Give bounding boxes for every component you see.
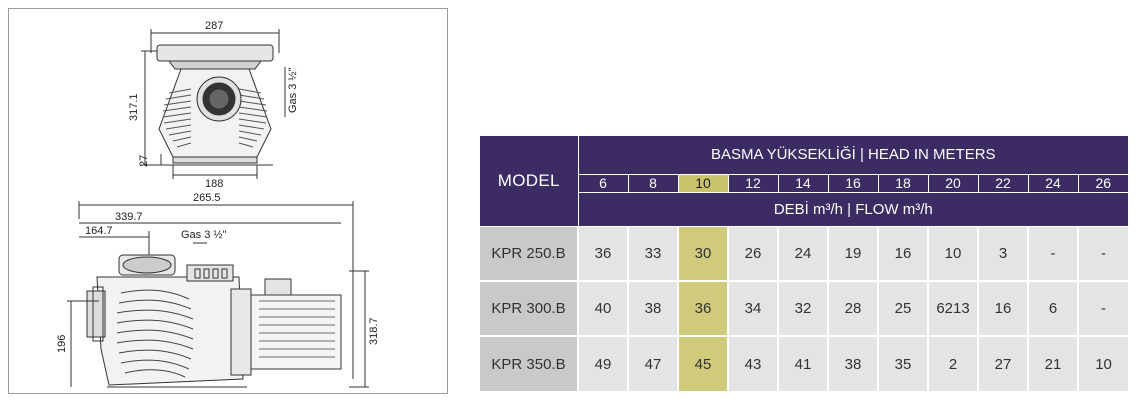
head-value-cell: 20 bbox=[927, 173, 978, 192]
flow-value-cell: 30 bbox=[677, 225, 728, 281]
dim-length-label: 339.7 bbox=[115, 211, 143, 223]
flow-value-cell: 36 bbox=[677, 280, 728, 336]
flow-value-cell: 2 bbox=[927, 335, 978, 391]
flow-value-cell: 47 bbox=[627, 335, 678, 391]
head-value-cell: 24 bbox=[1027, 173, 1078, 192]
dim-height-label: 317.1 bbox=[128, 93, 140, 121]
model-name-cell: KPR 350.B bbox=[480, 335, 578, 391]
flow-value-cell: 10 bbox=[927, 225, 978, 281]
flow-value-cell: 10 bbox=[1076, 335, 1129, 391]
flow-value-cell: 34 bbox=[727, 280, 778, 336]
head-value-cell: 6 bbox=[577, 173, 628, 192]
flow-value-cell: - bbox=[1076, 225, 1129, 281]
flow-value-cell: 6 bbox=[1027, 280, 1078, 336]
flow-value-cell: 19 bbox=[827, 225, 878, 281]
flow-value-cell: 16 bbox=[877, 225, 928, 281]
pump-dimension-drawing: 287 317.1 27 188 Gas 3 ½" 265.5 339.7 16… bbox=[56, 20, 380, 388]
flow-value-cell: 43 bbox=[727, 335, 778, 391]
dim-height-right-label: 318.7 bbox=[368, 317, 380, 345]
flow-header-tr: DEBİ m³/h bbox=[773, 200, 844, 218]
flow-value-cell: 26 bbox=[727, 225, 778, 281]
table-row: KPR 250.B 36 33 30 26 24 19 16 10 3- - bbox=[480, 225, 1129, 281]
head-value-cell: 22 bbox=[977, 173, 1028, 192]
flow-value-cell: 27 bbox=[977, 335, 1028, 391]
dim-foot-label: 27 bbox=[138, 155, 150, 167]
dim-overall-label: 265.5 bbox=[193, 192, 221, 204]
head-header-en: HEAD IN METERS bbox=[868, 146, 996, 164]
flow-value-cell: 33 bbox=[627, 225, 678, 281]
head-header: BASMA YÜKSEKLİĞİ | HEAD IN METERS bbox=[577, 136, 1129, 174]
flow-value-cell: 38 bbox=[827, 335, 878, 391]
dim-width-label: 287 bbox=[205, 20, 223, 32]
flow-value-cell: 49 bbox=[577, 335, 628, 391]
flow-value-cell: 36 bbox=[577, 225, 628, 281]
head-value-cell: 18 bbox=[877, 173, 928, 192]
flow-value-cell: - bbox=[1027, 225, 1078, 281]
flow-value-cell: - bbox=[1076, 280, 1129, 336]
dim-inlet-offset-label: 164.7 bbox=[85, 225, 113, 237]
flow-value-cell: 6213 bbox=[927, 280, 978, 336]
pump-side-view bbox=[67, 201, 369, 388]
flow-value-cell: 35 bbox=[877, 335, 928, 391]
dim-base-label: 188 bbox=[205, 178, 223, 190]
head-header-separator: | bbox=[855, 146, 869, 164]
model-header: MODEL bbox=[480, 136, 578, 226]
technical-drawing: 287 317.1 27 188 Gas 3 ½" 265.5 339.7 16… bbox=[8, 8, 448, 394]
flow-header: DEBİ m³/h | FLOW m³/h bbox=[577, 191, 1129, 226]
flow-header-en: FLOW m³/h bbox=[855, 200, 933, 218]
pump-front-view bbox=[141, 29, 286, 179]
head-header-tr: BASMA YÜKSEKLİĞİ bbox=[711, 146, 856, 164]
table-row: KPR 350.B 49 47 45 43 41 38 35 2 27 21 10 bbox=[480, 335, 1129, 391]
flow-value-cell: 25 bbox=[877, 280, 928, 336]
model-name-cell: KPR 250.B bbox=[480, 225, 578, 281]
table-row: KPR 300.B 40 38 36 34 32 28 25 6213 16 6- bbox=[480, 280, 1129, 336]
head-value-cell: 26 bbox=[1077, 173, 1129, 192]
port-size-label-top: Gas 3 ½" bbox=[287, 67, 299, 113]
head-value-cell: 10 bbox=[677, 173, 728, 192]
head-value-cell: 14 bbox=[777, 173, 828, 192]
head-value-cell: 12 bbox=[727, 173, 778, 192]
model-name-cell: KPR 300.B bbox=[480, 280, 578, 336]
flow-value-cell: 32 bbox=[777, 280, 828, 336]
head-value-cell: 16 bbox=[827, 173, 878, 192]
flow-value-cell: 24 bbox=[777, 225, 828, 281]
flow-value-cell: 21 bbox=[1027, 335, 1078, 391]
dim-height-left-label: 196 bbox=[56, 335, 68, 353]
flow-value-cell: 28 bbox=[827, 280, 878, 336]
flow-value-cell: 45 bbox=[677, 335, 728, 391]
flow-value-cell: 41 bbox=[777, 335, 828, 391]
flow-value-cell: 38 bbox=[627, 280, 678, 336]
flow-header-separator: | bbox=[843, 200, 856, 218]
flow-value-cell: 3 bbox=[977, 225, 1028, 281]
port-size-label-side: Gas 3 ½" bbox=[181, 229, 227, 241]
head-value-cell: 8 bbox=[627, 173, 678, 192]
performance-table: MODEL BASMA YÜKSEKLİĞİ | HEAD IN METERS … bbox=[480, 136, 1129, 391]
flow-value-cell: 16 bbox=[977, 280, 1028, 336]
flow-value-cell: 40 bbox=[577, 280, 628, 336]
